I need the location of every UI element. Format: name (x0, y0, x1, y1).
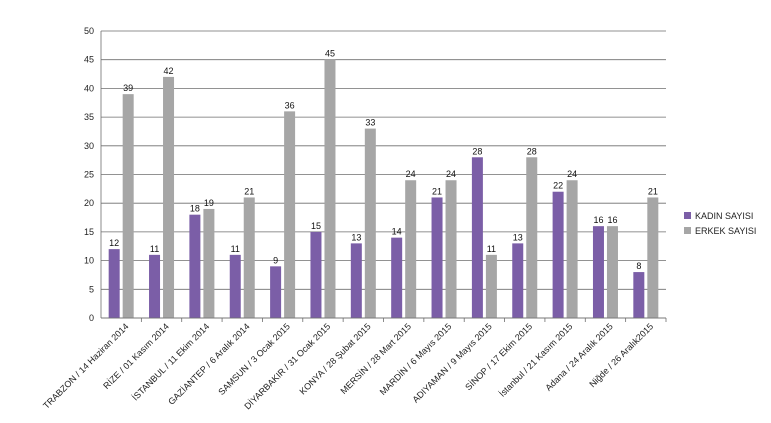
bar-erkek (566, 180, 578, 318)
bar-erkek (284, 111, 296, 318)
bar-kadin (108, 249, 120, 318)
y-tick-label: 45 (84, 55, 94, 65)
y-tick-label: 30 (84, 141, 94, 151)
bar-kadin (229, 254, 241, 318)
bar-kadin (512, 243, 524, 318)
bars (108, 59, 659, 318)
x-tick-label: İstanbul / 21 Kasım 2015 (497, 321, 574, 398)
x-tick-label: SAMSUN / 3 Ocak 2015 (216, 321, 292, 397)
data-label: 28 (527, 146, 537, 156)
x-tick-label: İSTANBUL / 11 Ekim 2014 (130, 321, 211, 402)
data-label: 8 (636, 261, 641, 271)
bar-kadin (310, 231, 322, 318)
data-label: 21 (648, 186, 658, 196)
bar-kadin (270, 266, 282, 318)
data-label: 13 (351, 232, 361, 242)
data-labels: 12 39 11 42 18 19 11 21 9 36 15 45 13 33 14 24 21 24 28 11 1… (109, 49, 658, 271)
data-label: 18 (190, 204, 200, 214)
y-tick-label: 50 (84, 26, 94, 36)
bar-erkek (485, 254, 497, 318)
y-tick-label: 5 (89, 284, 94, 294)
data-label: 11 (150, 244, 159, 254)
bar-kadin (552, 191, 564, 318)
y-tick-label: 10 (84, 256, 94, 266)
bar-kadin (391, 237, 403, 318)
data-label: 16 (607, 215, 617, 225)
data-label: 21 (432, 186, 442, 196)
data-label: 16 (593, 215, 603, 225)
bar-erkek (606, 226, 618, 318)
data-label: 14 (392, 227, 402, 237)
data-label: 15 (311, 221, 321, 231)
bar-erkek (647, 197, 659, 318)
data-label: 9 (273, 255, 278, 265)
y-tick-label: 20 (84, 198, 94, 208)
data-label: 19 (204, 198, 214, 208)
y-tick-label: 40 (84, 83, 94, 93)
bar-erkek (122, 94, 134, 318)
data-label: 45 (325, 49, 335, 59)
data-label: 22 (553, 181, 563, 191)
bar-erkek (203, 208, 215, 318)
bar-erkek (324, 59, 336, 318)
y-tick-label: 15 (84, 227, 94, 237)
data-label: 42 (164, 66, 174, 76)
bar-erkek (243, 197, 255, 318)
data-label: 21 (244, 186, 254, 196)
bar-erkek (364, 128, 376, 318)
x-tick-label: ADIYAMAN / 9 Mayıs 2015 (410, 321, 493, 404)
data-label: 39 (123, 83, 133, 93)
bar-kadin (189, 214, 201, 318)
legend-swatch (684, 227, 691, 234)
data-label: 13 (513, 232, 523, 242)
bar-kadin (592, 226, 604, 318)
data-label: 28 (472, 146, 482, 156)
x-tick-label: GAZİANTEP / 6 Aralık 2014 (166, 321, 251, 406)
data-label: 11 (231, 244, 240, 254)
bar-erkek (163, 76, 175, 318)
x-tick-label: Adana / 24 Aralık 2015 (543, 321, 614, 392)
y-tick-label: 25 (84, 170, 94, 180)
bar-kadin (149, 254, 161, 318)
bar-kadin (431, 197, 443, 318)
bar-erkek (405, 180, 417, 318)
x-tick-label: TRABZON / 14 Haziran 2014 (41, 321, 130, 410)
bar-kadin (350, 243, 362, 318)
data-label: 24 (406, 169, 416, 179)
data-label: 24 (446, 169, 456, 179)
y-tick-label: 35 (84, 112, 94, 122)
data-label: 36 (285, 100, 295, 110)
legend-label: ERKEK SAYISI (695, 226, 756, 236)
y-axis: 0 5 10 15 20 25 30 35 40 45 50 (84, 26, 94, 323)
data-label: 12 (109, 238, 119, 248)
bar-erkek (526, 157, 538, 318)
legend-label: KADIN SAYISI (695, 211, 753, 221)
x-tick-label: SİNOP / 17 Ekim 2015 (463, 321, 534, 392)
data-label: 33 (365, 118, 375, 128)
legend: KADIN SAYISI ERKEK SAYISI (684, 211, 756, 236)
x-tick-label: MERSİN / 28 Mart 2015 (338, 321, 413, 396)
data-label: 11 (487, 244, 496, 254)
legend-swatch (684, 212, 691, 219)
x-tick-label: MARDİN / 6 Mayıs 2015 (378, 321, 454, 397)
x-tick-label: DİYARBAKIR / 31 Ocak 2015 (242, 321, 332, 411)
y-tick-label: 0 (89, 313, 94, 323)
bar-kadin (471, 157, 483, 318)
x-tick-label: KONYA / 28 Şubat 2015 (297, 321, 372, 396)
data-label: 24 (567, 169, 577, 179)
bar-kadin (633, 272, 645, 318)
gridlines (100, 30, 666, 319)
bar-erkek (445, 180, 457, 318)
